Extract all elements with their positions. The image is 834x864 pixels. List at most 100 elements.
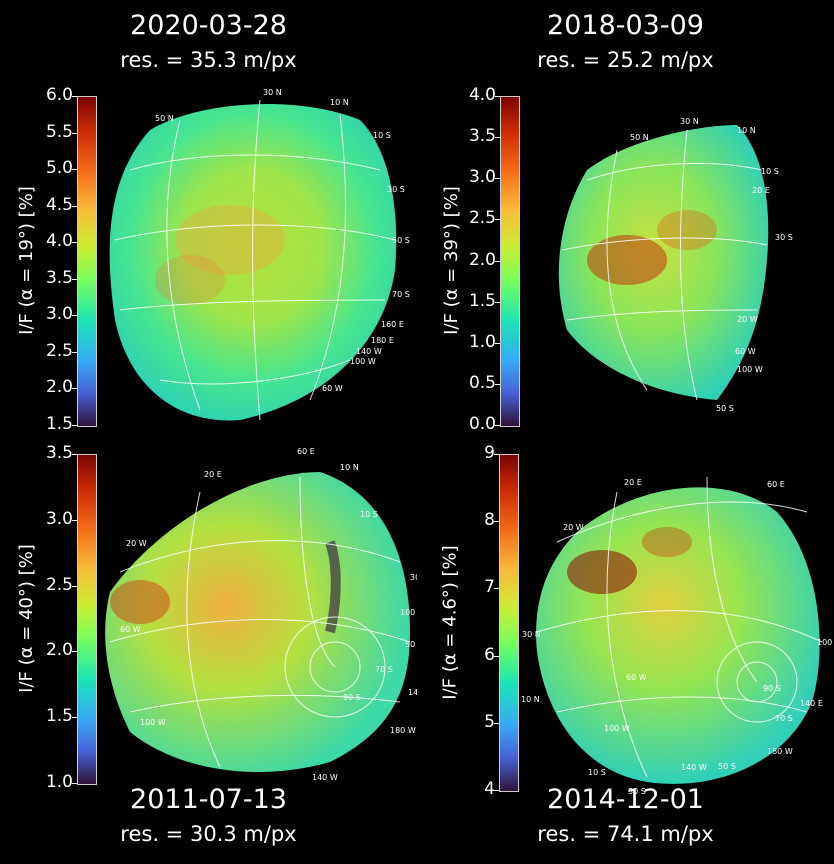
colorbar-tick-mark <box>72 519 77 521</box>
grid-line-label: 140 E <box>408 688 417 697</box>
grid-line-label: 60 E <box>767 480 785 489</box>
colorbar-tick-mark <box>495 219 500 221</box>
colorbar-tick-mark <box>494 588 499 590</box>
grid-line-label: 60 W <box>735 347 756 356</box>
panel-date: 2014-12-01 <box>547 784 704 815</box>
colorbar <box>500 96 520 427</box>
colorbar-tick-mark <box>494 454 499 455</box>
grid-line-label: 50 N <box>155 114 174 123</box>
colorbar-tick-mark <box>72 242 77 244</box>
colorbar-tick-label: 1.0 <box>45 772 73 792</box>
panel-date: 2020-03-28 <box>130 10 287 41</box>
colorbar-tick-mark <box>72 315 77 317</box>
colorbar-tick-label: 8 <box>484 510 495 531</box>
grid-line-label: 60 W <box>120 625 141 634</box>
grid-line-label: 10 S <box>761 167 779 176</box>
colorbar-tick-label: 9 <box>484 443 495 463</box>
colorbar-tick-label: 1.5 <box>468 290 496 311</box>
colorbar-tick-label: 3.5 <box>45 443 73 463</box>
grid-line-label: 30 S <box>775 233 793 242</box>
colorbar-tick-mark <box>72 205 77 207</box>
colorbar-tick-label: 3.0 <box>45 304 73 325</box>
colorbar-tick-label: 0.5 <box>468 372 496 393</box>
grid-line-label: 180 W <box>390 726 416 735</box>
grid-line-label: 10 S <box>373 131 391 140</box>
colorbar-tick-mark <box>72 388 77 390</box>
grid-line-label: 60 W <box>626 673 647 682</box>
colorbar-tick-mark <box>72 425 77 426</box>
colorbar-tick-label: 3.0 <box>468 167 496 188</box>
colorbar-tick-mark <box>72 278 77 280</box>
asteroid-image <box>105 472 411 772</box>
colorbar-tick-label: 5.5 <box>45 121 73 142</box>
grid-line-label: 160 E <box>381 320 404 329</box>
colorbar-tick-label: 6 <box>484 644 495 665</box>
grid-line-label: 30 N <box>522 630 541 639</box>
panel-2020-03-28: 2020-03-28 res. = 35.3 m/px I/F (α = 19°… <box>0 0 417 434</box>
grid-line-label: 30 S <box>410 573 417 582</box>
panel-2011-07-13: 2011-07-13 res. = 30.3 m/px I/F (α = 40°… <box>0 432 417 864</box>
colorbar-tick-mark <box>72 651 77 653</box>
grid-line-label: 70 S <box>775 714 793 723</box>
panel-resolution: res. = 74.1 m/px <box>537 822 714 846</box>
colorbar-tick-label: 1.5 <box>45 414 73 434</box>
grid-labels: 60 E 10 N 20 E 10 S 20 W 30 S 100 E 60 W 50 S 70 … <box>120 447 417 782</box>
grid-line-label: 90 S <box>763 684 781 693</box>
colorbar-tick-mark <box>72 585 77 587</box>
grid-line-label: 70 S <box>375 665 393 674</box>
panel-resolution: res. = 30.3 m/px <box>120 822 297 846</box>
colorbar-tick-label: 7 <box>484 577 495 598</box>
colorbar <box>77 96 97 427</box>
panel-2018-03-09: 2018-03-09 res. = 25.2 m/px I/F (α = 39°… <box>417 0 834 434</box>
colorbar-tick-label: 2.5 <box>45 340 73 361</box>
colorbar-tick-mark <box>495 425 500 426</box>
colorbar-tick-label: 4.0 <box>45 231 73 252</box>
grid-line-label: 20 W <box>126 539 147 548</box>
colorbar-tick-mark <box>494 521 499 523</box>
grid-line-label: 100 W <box>604 724 630 733</box>
panel-2014-12-01: 2014-12-01 res. = 74.1 m/px I/F (α = 4.6… <box>417 432 834 864</box>
grid-line-label: 180 W <box>767 747 793 756</box>
grid-line-label: 50 S <box>405 640 417 649</box>
grid-line-label: 60 E <box>297 447 315 456</box>
colorbar-tick-mark <box>72 783 77 784</box>
colorbar-tick-label: 3.5 <box>45 267 73 288</box>
colorbar-tick-label: 2.5 <box>45 574 73 595</box>
colorbar-tick-label: 1.0 <box>468 331 496 352</box>
colorbar <box>77 454 97 785</box>
colorbar-tick-label: 2.0 <box>468 249 496 270</box>
grid-line-label: 140 W <box>681 763 707 772</box>
grid-line-label: 100 E <box>400 608 417 617</box>
grid-labels: 20 E 60 E 20 W 30 N 100 E 60 W 10 N 90 S 140 E 70… <box>521 478 834 796</box>
colorbar-tick-label: 1.5 <box>45 706 73 727</box>
grid-labels: 30 N 10 N 50 N 10 S 20 E 30 S 20 W 60 W 100 W 50 … <box>630 117 793 413</box>
colorbar-tick-label: 3.5 <box>468 126 496 147</box>
grid-line-label: 30 N <box>680 117 699 126</box>
grid-line-label: 10 S <box>588 768 606 777</box>
colorbar-tick-label: 5 <box>484 711 495 732</box>
grid-line-label: 20 E <box>204 470 222 479</box>
colorbar-tick-label: 2.5 <box>468 208 496 229</box>
colorbar-tick-mark <box>72 717 77 719</box>
grid-line-label: 10 S <box>360 510 378 519</box>
colorbar-tick-label: 0.0 <box>468 414 496 434</box>
grid-line-label: 100 W <box>350 357 376 366</box>
panel-resolution: res. = 25.2 m/px <box>537 48 714 72</box>
colorbar-tick-mark <box>495 383 500 385</box>
grid-line-label: 20 W <box>737 315 758 324</box>
grid-line-label: 20 W <box>563 523 584 532</box>
panel-resolution: res. = 35.3 m/px <box>120 48 297 72</box>
asteroid-image <box>109 99 397 421</box>
grid-line-label: 100 E <box>817 638 834 647</box>
colorbar-tick-mark <box>495 260 500 262</box>
colorbar-tick-mark <box>72 132 77 134</box>
colorbar-tick-label: 5.0 <box>45 158 73 179</box>
colorbar-tick-label: 4 <box>484 779 495 799</box>
colorbar-tick-mark <box>495 342 500 344</box>
grid-line-label: 30 N <box>263 88 282 97</box>
colorbar-tick-mark <box>495 301 500 303</box>
grid-line-label: 140 W <box>356 347 382 356</box>
grid-line-label: 180 E <box>371 336 394 345</box>
colorbar-tick-label: 4.5 <box>45 194 73 215</box>
colorbar-tick-mark <box>494 655 499 657</box>
